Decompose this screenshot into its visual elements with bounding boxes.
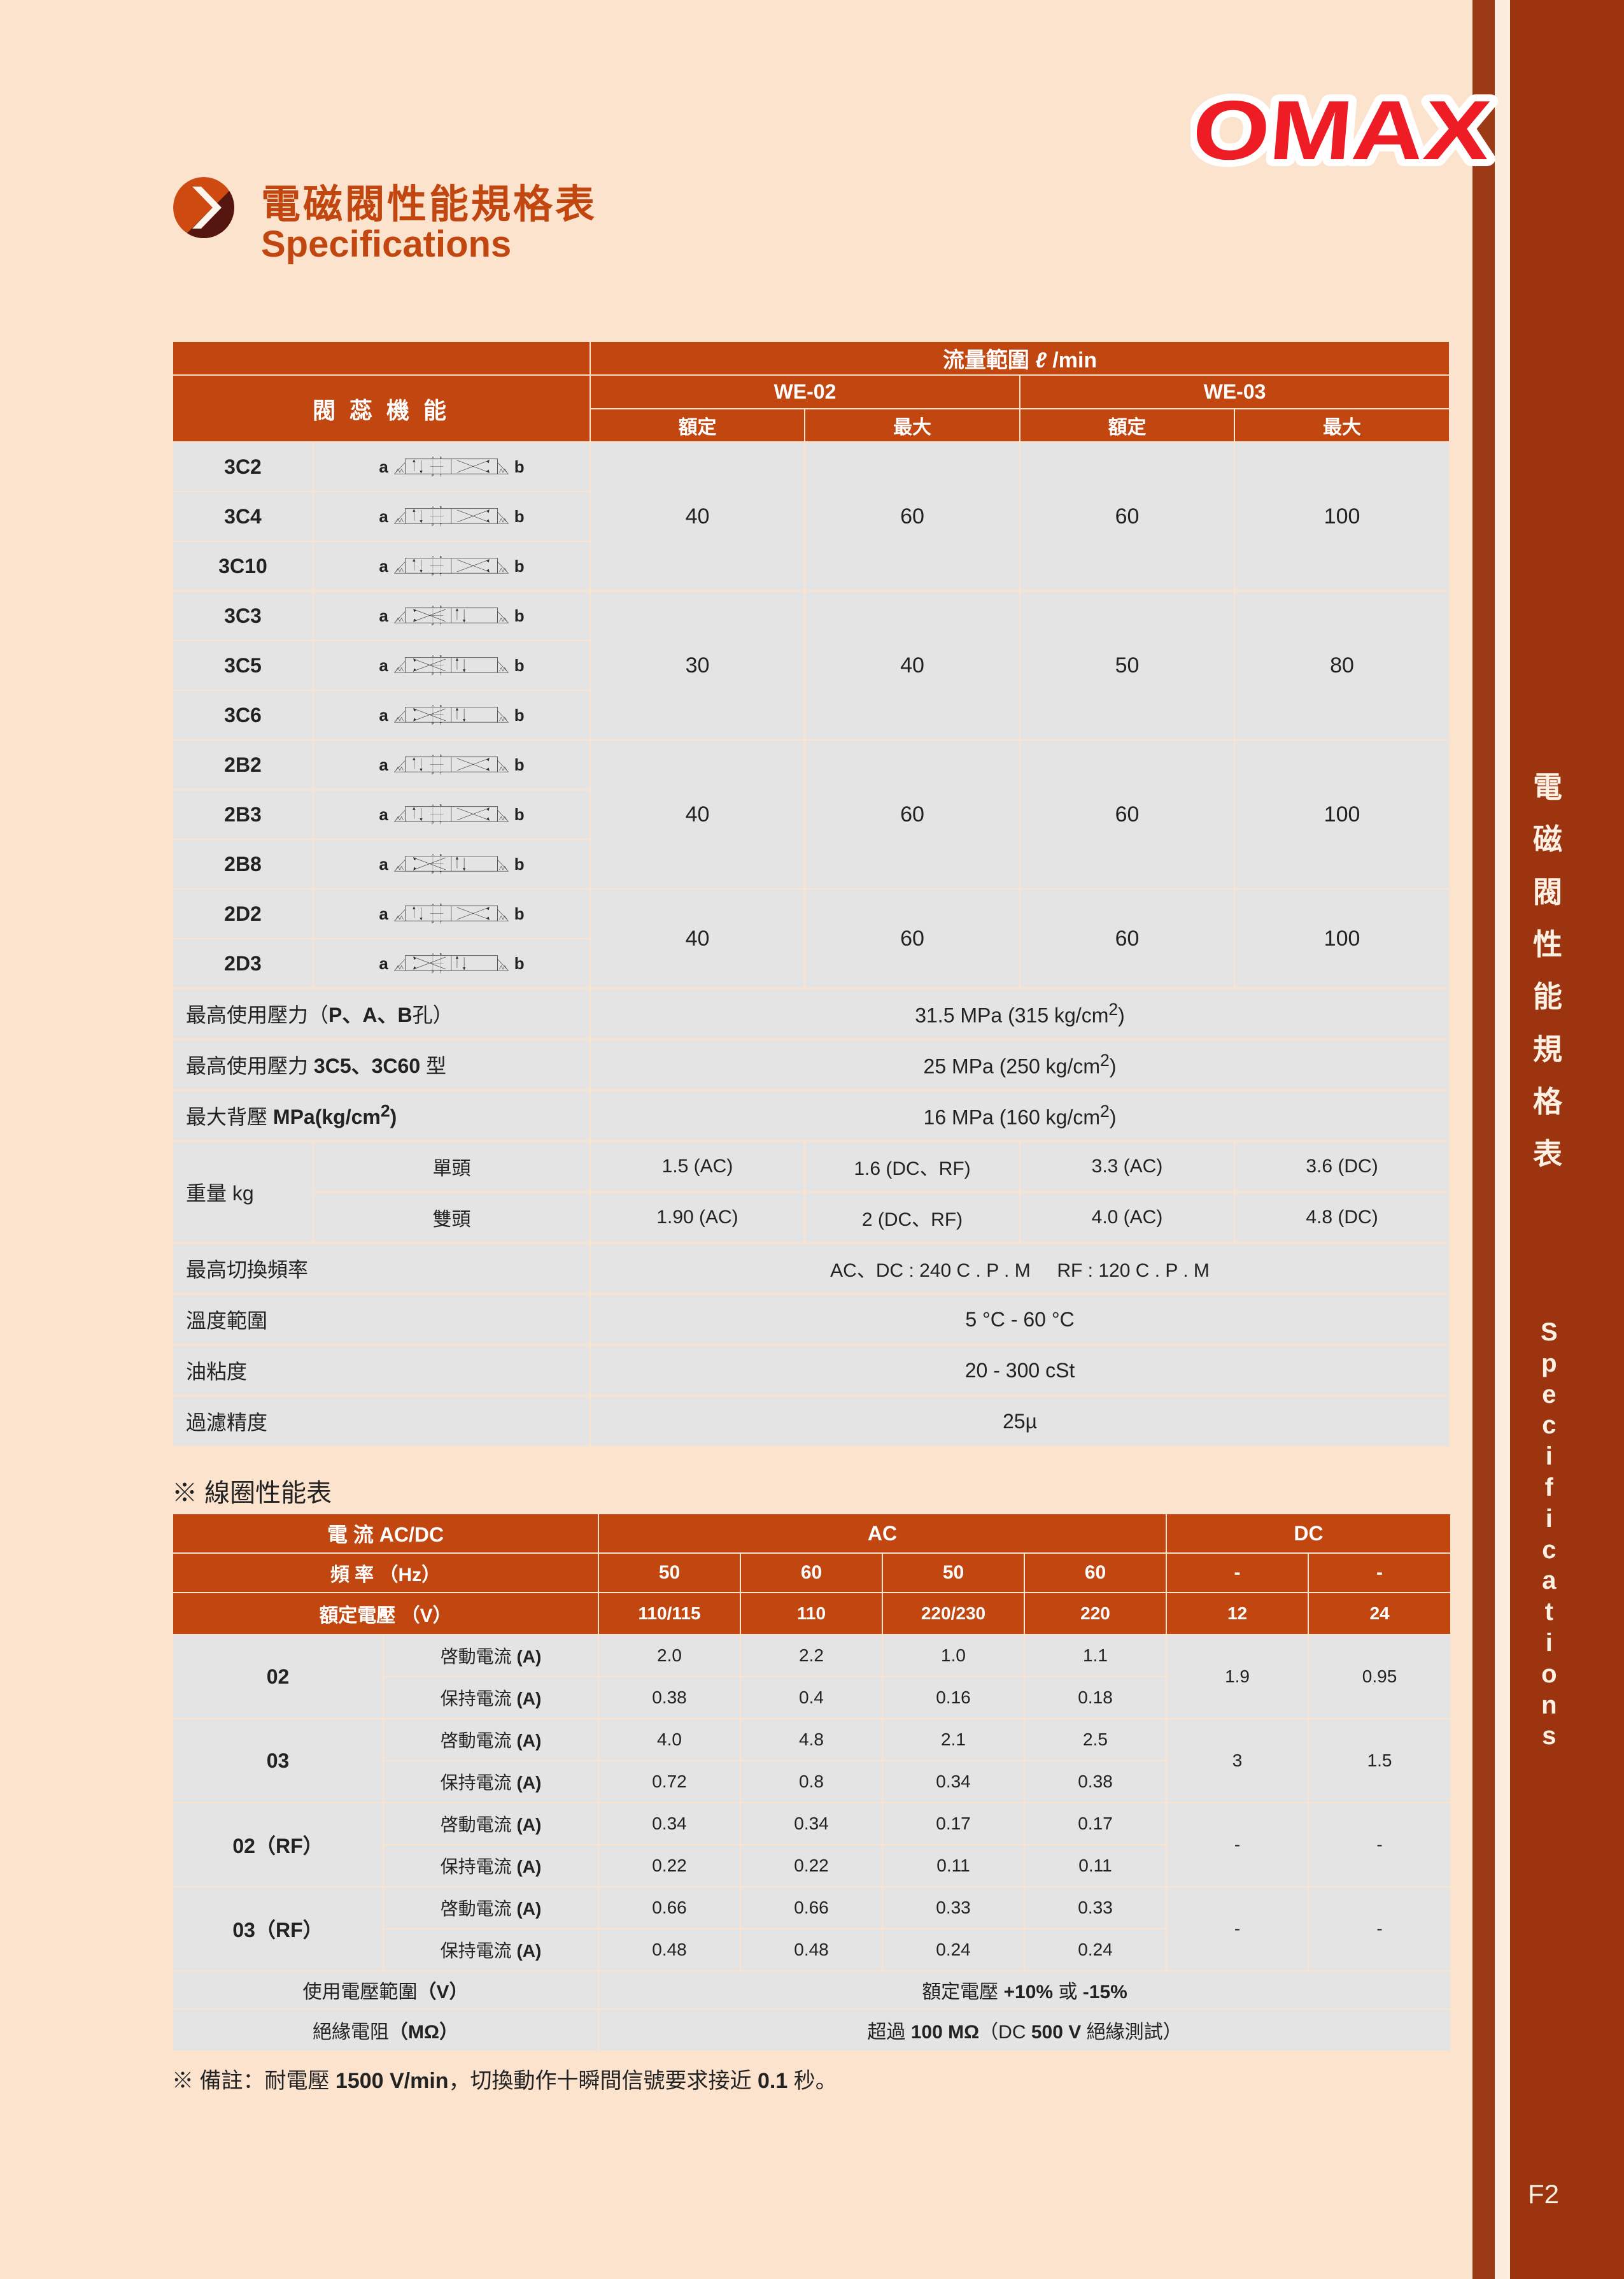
svg-text:OMAX: OMAX bbox=[1190, 83, 1494, 177]
